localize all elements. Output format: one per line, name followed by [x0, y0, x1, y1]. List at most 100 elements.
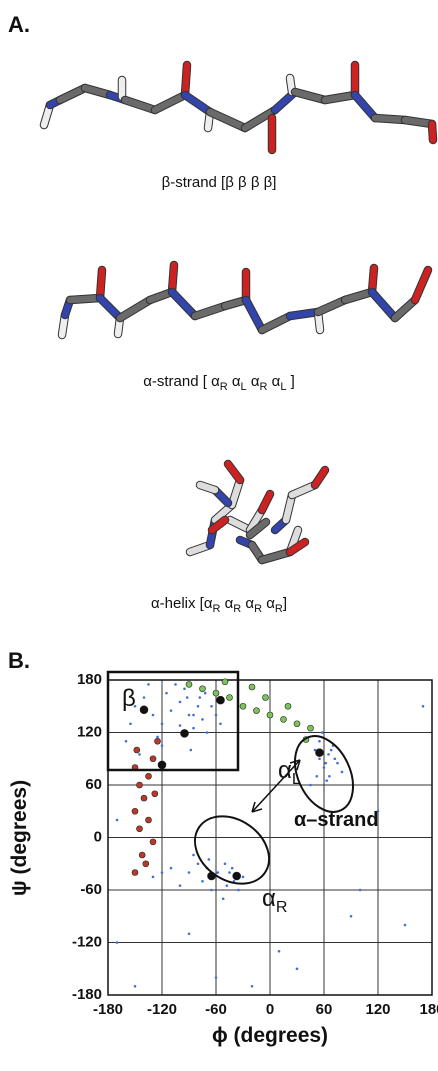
y-tick-label: 0 [94, 828, 102, 845]
point [116, 819, 119, 822]
caption-text: ] [283, 595, 287, 612]
x-tick-label: 180 [419, 1001, 438, 1018]
point [170, 709, 173, 712]
molecule [120, 300, 150, 318]
annotation: β [122, 685, 136, 712]
point [210, 889, 213, 892]
point [139, 852, 145, 858]
point [152, 714, 155, 717]
alpha-r-region [182, 802, 282, 897]
residue-sub: R [254, 603, 262, 615]
point [137, 782, 143, 788]
point [215, 714, 218, 717]
point [197, 705, 200, 708]
annotation-sub: R [276, 899, 288, 916]
x-tick-label: -120 [147, 1001, 177, 1018]
x-tick-label: -60 [205, 1001, 227, 1018]
residue-sub: R [213, 603, 221, 615]
residue-symbol: α [211, 373, 220, 390]
point [192, 714, 195, 717]
point [201, 718, 204, 721]
molecule [185, 95, 210, 112]
point [138, 753, 141, 756]
residue-symbol: α [266, 595, 275, 612]
point [254, 708, 260, 714]
point [200, 686, 206, 692]
point [155, 738, 161, 744]
point [181, 729, 189, 737]
point [165, 692, 168, 695]
point [147, 683, 150, 686]
point [179, 701, 182, 704]
molecule [262, 494, 270, 510]
point [330, 749, 333, 752]
annotation: αL [278, 757, 301, 788]
point [217, 871, 220, 874]
point [226, 884, 229, 887]
point [285, 703, 291, 709]
point [186, 681, 192, 687]
caption-text: ] [286, 373, 294, 390]
point [134, 747, 140, 753]
point [156, 736, 159, 739]
point [143, 696, 146, 699]
molecule [70, 298, 100, 300]
point [323, 766, 326, 769]
point [316, 749, 324, 757]
point [334, 757, 337, 760]
molecule [262, 316, 290, 330]
y-tick-label: -120 [72, 933, 102, 950]
point [242, 876, 245, 879]
point [228, 871, 231, 874]
point [327, 753, 330, 756]
point [179, 884, 182, 887]
caption-text: α-strand [ [143, 373, 211, 390]
molecule [246, 300, 262, 330]
point [190, 749, 193, 752]
point [219, 722, 222, 725]
point [192, 854, 195, 857]
point [150, 756, 156, 762]
point [206, 731, 209, 734]
point [146, 773, 152, 779]
molecule [185, 65, 187, 95]
point [134, 985, 137, 988]
y-tick-label: -60 [80, 881, 102, 898]
point [233, 872, 241, 880]
point [170, 867, 173, 870]
residue-symbol: α [232, 373, 241, 390]
point [318, 740, 321, 743]
point [231, 867, 234, 870]
point [294, 721, 300, 727]
caption: β-strand [β β β β] [162, 174, 277, 191]
figure: A. B. β-strand [β β β β]α-strand [ αR​ α… [0, 0, 438, 1066]
x-tick-label: 120 [365, 1001, 390, 1018]
point [125, 740, 128, 743]
y-tick-label: -180 [72, 986, 102, 1003]
molecule [295, 92, 325, 100]
residue-symbol: α [251, 373, 260, 390]
molecule [355, 95, 375, 118]
point [316, 775, 319, 778]
point [188, 871, 191, 874]
point [152, 791, 158, 797]
point [296, 967, 299, 970]
point [213, 690, 219, 696]
point [152, 876, 155, 879]
y-tick-label: 120 [77, 723, 102, 740]
y-tick-label: 180 [77, 671, 102, 688]
point [336, 762, 339, 765]
point [224, 862, 227, 865]
point [325, 779, 328, 782]
point [263, 695, 269, 701]
annotation-sub: L [292, 771, 301, 788]
panel-label: A. [8, 12, 30, 37]
residue-sub: R [275, 603, 283, 615]
point [215, 976, 218, 979]
point [208, 858, 211, 861]
point [278, 950, 281, 953]
residue-symbol: α [204, 595, 213, 612]
point [132, 808, 138, 814]
point [204, 692, 207, 695]
y-axis-label: ψ (degrees) [8, 780, 31, 896]
